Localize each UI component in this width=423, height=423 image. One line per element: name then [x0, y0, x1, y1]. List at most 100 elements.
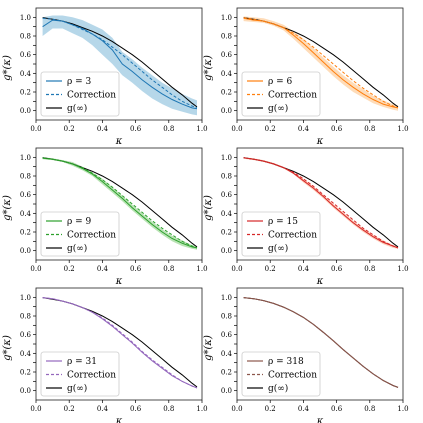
x-tick-label: 0.2	[265, 265, 276, 273]
x-tick-label: 0.6	[130, 265, 142, 273]
y-tick-label: 0.0	[20, 247, 31, 255]
y-tick-label: 0.6	[221, 191, 233, 199]
x-tick-label: 0.6	[130, 405, 142, 413]
legend-label: ρ = 15	[268, 217, 298, 227]
plot-area	[42, 297, 198, 389]
x-tick-label: 0.6	[331, 405, 343, 413]
y-tick-label: 1.0	[20, 154, 31, 162]
y-tick-label: 0.4	[221, 210, 233, 218]
panel-2: 0.0 0.2 0.4 0.6 0.8 1.0 0.0 0.2 0.4 0.6 0.8 1.0 κ g*(…	[203, 7, 409, 147]
panel-6: 0.0 0.2 0.4 0.6 0.8 1.0 0.0 0.2 0.4 0.6 0.8 1.0 κ g*(…	[203, 287, 409, 423]
y-axis-label: g*(κ)	[203, 335, 214, 361]
x-tick-label: 0.0	[231, 405, 242, 413]
legend-box	[241, 351, 321, 397]
measured-line	[42, 157, 198, 249]
x-tick-label: 0.6	[331, 125, 343, 133]
y-tick-label: 0.0	[221, 107, 232, 115]
x-tick-label: 0.2	[64, 265, 75, 273]
x-axis-label: κ	[316, 136, 324, 147]
y-tick-label: 0.4	[20, 210, 32, 218]
x-tick-label: 0.6	[130, 125, 142, 133]
y-axis-label: g*(κ)	[203, 55, 214, 81]
measured-line	[243, 157, 399, 249]
legend: ρ = 31 Correction g(∞)	[40, 351, 120, 397]
y-tick-label: 0.2	[20, 229, 31, 237]
legend-label: Correction	[67, 231, 116, 241]
x-tick-label: 0.8	[364, 125, 375, 133]
x-tick-label: 0.4	[97, 265, 109, 273]
legend-box	[241, 71, 321, 117]
x-tick-label: 0.0	[231, 125, 242, 133]
y-tick-label: 1.0	[20, 14, 31, 22]
y-tick-label: 0.4	[221, 350, 233, 358]
y-axis-label: g*(κ)	[203, 195, 214, 221]
x-tick-label: 0.8	[163, 405, 174, 413]
y-tick-label: 1.0	[221, 14, 232, 22]
confidence-band	[243, 16, 398, 111]
y-tick-label: 0.2	[221, 229, 232, 237]
x-tick-label: 1.0	[196, 405, 207, 413]
y-tick-label: 0.2	[221, 89, 232, 97]
legend-box	[241, 211, 321, 257]
y-tick-label: 0.0	[221, 387, 232, 395]
x-tick-label: 1.0	[397, 125, 408, 133]
panel-1: 0.0 0.2 0.4 0.6 0.8 1.0 0.0 0.2 0.4 0.6 0.8 1.0 κ g*(…	[2, 7, 208, 147]
panel-4: 0.0 0.2 0.4 0.6 0.8 1.0 0.0 0.2 0.4 0.6 0.8 1.0 κ g*(…	[203, 147, 409, 287]
legend-label: ρ = 9	[67, 217, 92, 227]
x-tick-label: 0.8	[163, 265, 174, 273]
x-tick-label: 0.0	[30, 265, 41, 273]
y-tick-label: 0.8	[221, 33, 232, 41]
x-tick-label: 0.2	[265, 405, 276, 413]
plot-area	[42, 15, 198, 116]
x-tick-label: 0.0	[30, 125, 41, 133]
measured-line	[243, 17, 399, 109]
x-tick-label: 0.8	[364, 265, 375, 273]
legend-label: Correction	[67, 371, 116, 381]
x-axis-label: κ	[115, 276, 123, 287]
plot-area	[42, 157, 198, 250]
y-tick-label: 0.4	[221, 70, 233, 78]
y-tick-label: 0.8	[20, 33, 31, 41]
x-tick-label: 0.4	[298, 265, 310, 273]
y-tick-label: 0.0	[20, 107, 31, 115]
legend-label: g(∞)	[67, 383, 87, 394]
x-tick-label: 0.8	[364, 405, 375, 413]
legend-label: g(∞)	[67, 103, 87, 114]
y-tick-label: 0.6	[20, 331, 32, 339]
y-tick-label: 0.4	[20, 70, 32, 78]
x-axis-label: κ	[316, 416, 324, 423]
x-tick-label: 0.4	[298, 405, 310, 413]
y-tick-label: 1.0	[221, 154, 232, 162]
y-tick-label: 1.0	[221, 294, 232, 302]
x-axis-label: κ	[316, 276, 324, 287]
legend-box	[40, 71, 120, 117]
panel-5: 0.0 0.2 0.4 0.6 0.8 1.0 0.0 0.2 0.4 0.6 0.8 1.0 κ g*(…	[2, 287, 208, 423]
legend: ρ = 3 Correction g(∞)	[40, 71, 120, 117]
x-axis-label: κ	[115, 416, 123, 423]
confidence-band	[42, 157, 197, 250]
x-tick-label: 0.8	[163, 125, 174, 133]
confidence-band	[42, 15, 197, 116]
y-tick-label: 0.6	[20, 51, 32, 59]
confidence-band	[243, 157, 398, 249]
x-tick-label: 1.0	[397, 265, 408, 273]
y-tick-label: 0.2	[20, 89, 31, 97]
x-tick-label: 0.4	[97, 405, 109, 413]
legend-label: ρ = 6	[268, 77, 293, 87]
measured-line	[243, 297, 399, 388]
legend-label: g(∞)	[67, 243, 87, 254]
y-tick-label: 0.0	[221, 247, 232, 255]
legend: ρ = 6 Correction g(∞)	[241, 71, 321, 117]
legend-label: g(∞)	[268, 383, 288, 394]
x-tick-label: 0.4	[97, 125, 109, 133]
x-tick-label: 1.0	[196, 125, 207, 133]
legend-box	[40, 351, 120, 397]
legend: ρ = 318 Correction g(∞)	[241, 351, 321, 397]
x-tick-label: 1.0	[196, 265, 207, 273]
legend-label: ρ = 31	[67, 357, 97, 367]
y-tick-label: 0.8	[221, 173, 232, 181]
legend-label: Correction	[268, 231, 317, 241]
x-tick-label: 0.2	[64, 125, 75, 133]
x-tick-label: 0.6	[331, 265, 343, 273]
